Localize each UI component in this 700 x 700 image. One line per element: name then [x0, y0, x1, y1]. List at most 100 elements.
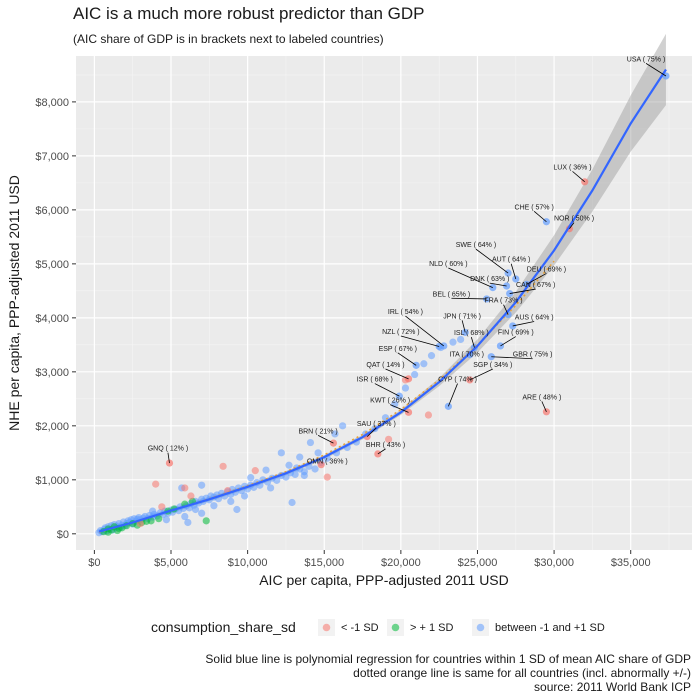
point-label: DNK ( 63% ) [470, 276, 509, 283]
point-label: CAN ( 67% ) [516, 282, 555, 289]
legend-label: > + 1 SD [410, 622, 453, 634]
chart-subtitle: (AIC share of GDP is in brackets next to… [73, 32, 384, 46]
point-labeled [512, 275, 520, 283]
point-mid [449, 338, 457, 346]
point-label: AUS ( 64% ) [515, 314, 554, 321]
label-leader [317, 435, 334, 444]
x-tick-label: $25,000 [458, 557, 498, 569]
point-label: USA ( 75% ) [627, 56, 666, 63]
point-mid [247, 474, 255, 482]
point-label: GBR ( 75% ) [513, 352, 553, 359]
panel-background [76, 56, 692, 550]
point-mid [420, 360, 428, 368]
point-low [181, 484, 189, 492]
label-leader [397, 352, 417, 366]
label-leaders [167, 63, 667, 464]
point-label: BRN ( 21% ) [298, 428, 337, 435]
label-leader [569, 222, 575, 230]
point-mid [227, 497, 235, 506]
point-low [251, 467, 259, 475]
point-mid [381, 414, 390, 422]
label-leader [377, 448, 386, 455]
label-leader [509, 288, 536, 294]
point-mid [282, 473, 290, 481]
point-label: NOR ( 50% ) [554, 216, 594, 223]
caption-line-2: dotted orange line is same for all count… [353, 666, 691, 680]
point-mid [262, 466, 270, 474]
label-leader [491, 356, 533, 360]
point-label: ISL ( 68% ) [454, 330, 489, 337]
y-tick-label: $7,000 [35, 151, 69, 163]
x-axis-title: AIC per capita, PPP-adjusted 2011 USD [259, 572, 509, 588]
point-mid [191, 505, 200, 514]
label-leader [512, 321, 535, 327]
label-leader [572, 171, 585, 183]
label-leader [374, 383, 400, 397]
point-low [187, 492, 195, 500]
point-mid [233, 505, 241, 514]
point-labeled [317, 461, 325, 469]
point-mid [291, 470, 299, 479]
point-label: NLD ( 60% ) [429, 261, 468, 268]
y-tick-label: $8,000 [35, 97, 69, 109]
point-labels: USA ( 75% ) LUX ( 36% ) CHE ( 57% )NOR ( 5… [148, 56, 666, 465]
point-mid [311, 465, 319, 473]
point-mid [240, 492, 249, 500]
y-tick-label: $0 [57, 529, 69, 541]
legend-title: consumption_share_sd [151, 619, 296, 635]
legend-label: < -1 SD [341, 622, 379, 634]
point-mid [181, 512, 189, 521]
x-tick-label: $35,000 [611, 557, 651, 569]
y-tick-label: $1,000 [35, 475, 69, 487]
plot-panel [76, 56, 692, 550]
label-leader [541, 401, 547, 412]
point-label: CYP ( 74% ) [438, 377, 477, 384]
legend-swatch [391, 623, 400, 632]
label-leader [448, 267, 493, 288]
point-high [155, 515, 163, 523]
label-leader [470, 337, 475, 348]
point-label: SAU ( 37% ) [357, 421, 396, 428]
point-label: QAT ( 14% ) [366, 362, 404, 369]
label-leader [503, 304, 509, 315]
label-leader [385, 368, 409, 380]
point-mid [267, 484, 275, 492]
regression-lines [98, 68, 667, 533]
point-mid [149, 507, 157, 515]
point-low [158, 503, 166, 511]
label-leader [405, 315, 445, 347]
y-tick-label: $4,000 [35, 313, 69, 325]
label-leader [366, 427, 377, 437]
caption-line-3: source: 2011 World Bank ICP [534, 680, 691, 694]
label-leader [400, 335, 440, 347]
point-mid [331, 430, 339, 438]
point-mid [198, 481, 206, 489]
label-leader [533, 211, 547, 223]
label-leader [469, 368, 493, 381]
point-label: IRL ( 54% ) [388, 309, 423, 316]
point-label: LUX ( 36% ) [553, 164, 591, 171]
point-mid [162, 516, 171, 524]
point-mid [411, 370, 419, 379]
point-mid [277, 449, 285, 457]
y-tick-label: $6,000 [35, 205, 69, 217]
point-mid [210, 502, 218, 510]
legend-label: between -1 and +1 SD [495, 622, 605, 634]
point-mid [273, 476, 281, 484]
point-low [323, 473, 331, 481]
point-label: ARE ( 48% ) [522, 394, 561, 401]
point-mid [427, 352, 436, 360]
point-label: SGP ( 34% ) [473, 362, 512, 369]
point-label: FIN ( 69% ) [498, 330, 534, 337]
caption-line-1: Solid blue line is polynomial regression… [205, 652, 691, 666]
legend-swatch [322, 623, 331, 632]
y-tick-label: $3,000 [35, 367, 69, 379]
point-low [424, 411, 433, 419]
label-leader [461, 320, 466, 333]
x-tick-label: $30,000 [534, 557, 574, 569]
point-mid [401, 384, 410, 392]
point-label: GNQ ( 12% ) [148, 446, 188, 453]
point-label: SWE ( 64% ) [456, 242, 496, 249]
label-leader [500, 336, 516, 347]
